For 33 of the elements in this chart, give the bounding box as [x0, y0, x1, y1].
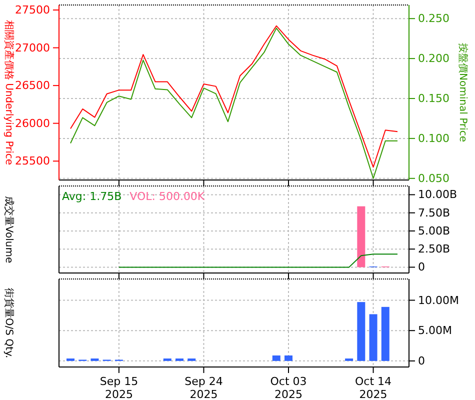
y-axis-title: 相關資產價格 Underlying Price: [3, 20, 15, 166]
x-tick-label: Sep 24 2025: [184, 375, 223, 400]
x-tick-label: Oct 03 2025: [270, 375, 307, 400]
bar: [381, 306, 390, 361]
y-tick-label: 7.50B: [418, 206, 450, 220]
y-axis-title: 街貨量O/S Qty.: [3, 288, 15, 358]
y-axis-title: 成交量Volume: [3, 196, 15, 264]
y2-tick-label: 0.100: [418, 132, 450, 145]
y-tick-label: 27500: [15, 4, 50, 17]
bar: [272, 355, 280, 361]
y-tick-label: 2.50B: [418, 242, 450, 256]
y2-tick-label: 0.200: [418, 52, 450, 66]
y2-tick-label: 0.150: [418, 92, 450, 106]
annotation: VOL: 500.00K: [130, 190, 206, 203]
y-tick-label: 26500: [15, 79, 50, 92]
x-tick-label: Sep 15 2025: [100, 375, 138, 400]
bar: [369, 314, 378, 361]
bar: [357, 302, 366, 361]
y-tick-label: 10.00M: [418, 294, 459, 307]
y2-axis-title: 按盤價Nominal Price: [457, 43, 469, 142]
y-tick-label: 0: [418, 260, 425, 274]
y-tick-label: 26000: [15, 116, 50, 130]
bar: [284, 355, 292, 361]
annotation: Avg: 1.75B: [62, 190, 122, 203]
y-tick-label: 27000: [15, 41, 50, 54]
y-tick-label: 25500: [15, 154, 50, 168]
x-tick-label: Oct 14 2025: [355, 375, 392, 400]
y-tick-label: 0: [418, 354, 425, 368]
y-tick-label: 5.00B: [418, 224, 450, 238]
y2-tick-label: 0.250: [418, 12, 450, 26]
y-tick-label: 10.00B: [418, 188, 458, 202]
y-tick-label: 5.00M: [418, 324, 452, 338]
y2-tick-label: 0.050: [418, 172, 450, 185]
